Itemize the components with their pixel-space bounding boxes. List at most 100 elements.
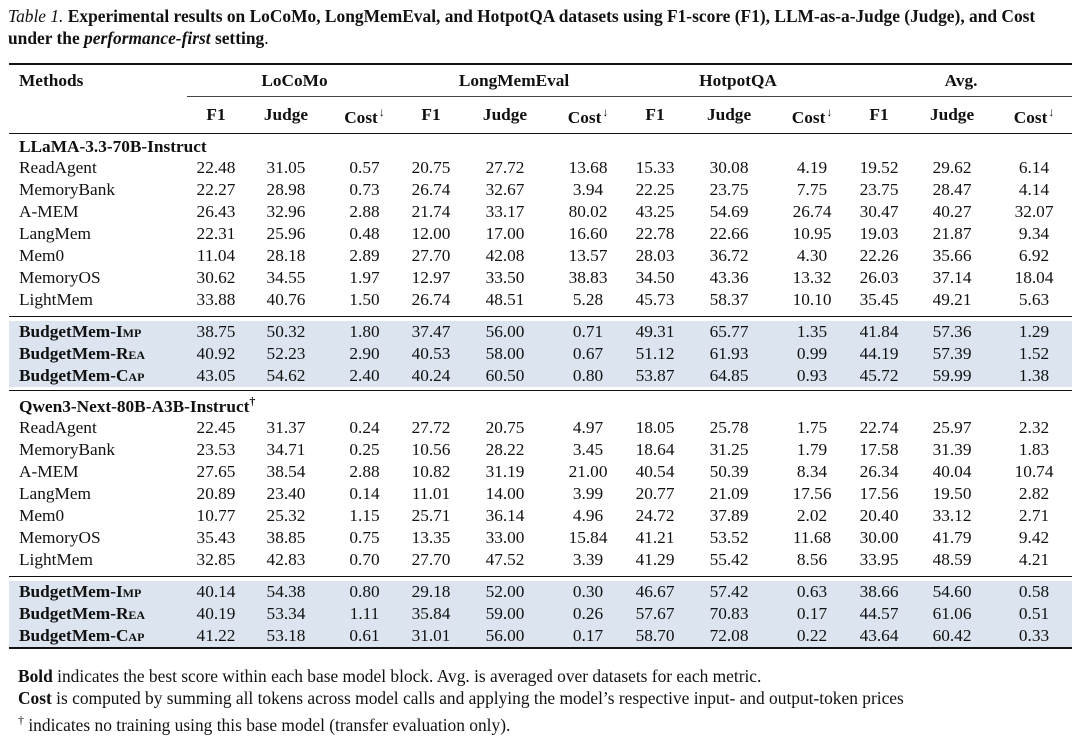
table-cell: 57.67 bbox=[626, 602, 685, 625]
table-cell: 23.75 bbox=[859, 180, 899, 199]
method-name: BudgetMem-Imp bbox=[9, 321, 187, 343]
table-cell: 58.37 bbox=[709, 290, 749, 309]
table-cell: 0.25 bbox=[349, 439, 380, 459]
table-cell: 20.75 bbox=[485, 417, 525, 437]
table-cell: 6.92 bbox=[1018, 246, 1050, 265]
table-cell: 19.50 bbox=[932, 483, 972, 503]
caption-text: Experimental results on LoCoMo, LongMemE… bbox=[8, 6, 1036, 48]
table-cell: 8.56 bbox=[796, 549, 828, 569]
table-cell: 40.19 bbox=[187, 602, 245, 625]
table-cell: 11.68 bbox=[792, 527, 832, 547]
table-cell: 50.39 bbox=[709, 461, 749, 481]
note-cost: Cost is computed by summing all tokens a… bbox=[18, 688, 904, 708]
method-name: A-MEM bbox=[19, 202, 79, 221]
table-cell: 42.08 bbox=[485, 246, 525, 265]
table-cell: 41.21 bbox=[635, 527, 675, 547]
table-cell: 44.57 bbox=[850, 602, 909, 625]
table-cell: 36.14 bbox=[485, 505, 525, 525]
caption-text-b: setting bbox=[210, 28, 265, 48]
table-cell: 0.51 bbox=[996, 602, 1073, 625]
table-cell: 35.66 bbox=[932, 246, 972, 265]
table-cell: 1.15 bbox=[349, 505, 380, 525]
table-cell: 5.63 bbox=[1018, 290, 1050, 309]
method-name: BudgetMem-Rea bbox=[9, 343, 187, 365]
table-cell: 41.29 bbox=[635, 549, 675, 569]
table-cell: 38.54 bbox=[266, 461, 306, 481]
table-cell: 61.93 bbox=[684, 343, 775, 365]
table-cell: 11.04 bbox=[196, 246, 236, 265]
table-cell: 38.85 bbox=[266, 527, 306, 547]
table-cell: 10.10 bbox=[792, 290, 832, 309]
table-notes: Bold indicates the best score within eac… bbox=[18, 665, 1068, 736]
table-cell: 17.56 bbox=[859, 483, 899, 503]
method-name: LangMem bbox=[19, 483, 91, 503]
table-body: LLaMA-3.3-70B-Instruct ReadAgent 22.48 31.0… bbox=[9, 133, 1073, 649]
table-cell: 0.70 bbox=[349, 549, 380, 569]
method-name: ReadAgent bbox=[19, 158, 97, 177]
table-cell: 45.72 bbox=[850, 365, 909, 387]
table-cell: 47.52 bbox=[485, 549, 525, 569]
table-cell: 28.18 bbox=[266, 246, 306, 265]
table-cell: 52.23 bbox=[245, 343, 327, 365]
section-header-row: Qwen3-Next-80B-A3B-Instruct† bbox=[9, 390, 1073, 417]
table-cell: 49.21 bbox=[932, 290, 972, 309]
table-row: Mem0 11.04 28.18 2.89 27.70 42.08 13.57 28.03 36… bbox=[9, 245, 1072, 267]
table-cell: 27.65 bbox=[196, 461, 236, 481]
table-cell: 2.90 bbox=[327, 343, 403, 365]
table-row: MemoryBank 23.53 34.71 0.25 10.56 28.22 3.45 18… bbox=[9, 439, 1072, 461]
table-cell: 49.31 bbox=[626, 321, 685, 343]
table-row: ReadAgent 22.45 31.37 0.24 27.72 20.75 4.97 18.… bbox=[9, 417, 1072, 439]
table-cell: 32.85 bbox=[196, 549, 236, 569]
table-cell: 61.06 bbox=[908, 602, 997, 625]
method-name: BudgetMem-Cap bbox=[9, 624, 187, 649]
table-cell: 36.72 bbox=[709, 246, 749, 265]
table-cell: 48.59 bbox=[932, 549, 972, 569]
table-cell: 23.40 bbox=[266, 483, 306, 503]
table-cell: 20.89 bbox=[196, 483, 236, 503]
table-cell: 10.82 bbox=[411, 461, 451, 481]
budgetmem-row: BudgetMem-Imp 40.14 54.38 0.80 29.18 52.00 0.3… bbox=[9, 580, 1073, 603]
table-cell: 43.25 bbox=[635, 202, 675, 221]
table-cell: 17.56 bbox=[792, 483, 832, 503]
table-cell: 18.05 bbox=[635, 417, 675, 437]
table-cell: 2.32 bbox=[1018, 417, 1050, 437]
table-cell: 24.72 bbox=[635, 505, 675, 525]
table-cell: 0.61 bbox=[327, 624, 403, 649]
table-cell: 33.17 bbox=[485, 202, 525, 221]
table-cell: 32.96 bbox=[266, 202, 306, 221]
table-cell: 2.40 bbox=[327, 365, 403, 387]
table-cell: 0.99 bbox=[774, 343, 851, 365]
table-cell: 43.64 bbox=[850, 624, 909, 649]
table-cell: 40.14 bbox=[187, 580, 245, 603]
table-cell: 46.67 bbox=[626, 580, 685, 603]
table-row: ReadAgent 22.48 31.05 0.57 20.75 27.72 13.68 15… bbox=[9, 157, 1072, 179]
table-cell: 4.96 bbox=[572, 505, 604, 525]
table-row: MemoryOS 30.62 34.55 1.97 12.97 33.50 38.83 34.… bbox=[9, 267, 1072, 289]
table-cell: 35.45 bbox=[859, 290, 899, 309]
results-table: Methods LoCoMo LongMemEval HotpotQA Avg.… bbox=[9, 63, 1073, 649]
table-cell: 5.28 bbox=[572, 290, 604, 309]
table-cell: 58.00 bbox=[460, 343, 551, 365]
group-header-avg: Avg. bbox=[850, 64, 1073, 97]
table-cell: 10.77 bbox=[196, 505, 236, 525]
table-cell: 34.55 bbox=[266, 268, 306, 287]
table-cell: 18.64 bbox=[635, 439, 675, 459]
dagger-mark: † bbox=[249, 394, 256, 408]
table-cell: 22.78 bbox=[635, 224, 675, 243]
table-cell: 1.38 bbox=[996, 365, 1073, 387]
table-cell: 22.48 bbox=[196, 158, 236, 177]
table-cell: 20.77 bbox=[635, 483, 675, 503]
table-cell: 21.00 bbox=[568, 461, 608, 481]
lower-better-arrow-icon: ↓ bbox=[378, 105, 385, 120]
table-cell: 26.74 bbox=[792, 202, 832, 221]
table-cell: 21.09 bbox=[709, 483, 749, 503]
table-cell: 54.62 bbox=[245, 365, 327, 387]
table-cell: 31.37 bbox=[266, 417, 306, 437]
table-cell: 0.63 bbox=[774, 580, 851, 603]
table-cell: 40.53 bbox=[402, 343, 461, 365]
metric-header-locomo-f1: F1 bbox=[187, 96, 245, 134]
table-cell: 28.47 bbox=[932, 180, 972, 199]
table-cell: 22.66 bbox=[709, 224, 749, 243]
table-cell: 41.79 bbox=[932, 527, 972, 547]
metric-header-hotpotqa-judge: Judge bbox=[684, 96, 775, 134]
